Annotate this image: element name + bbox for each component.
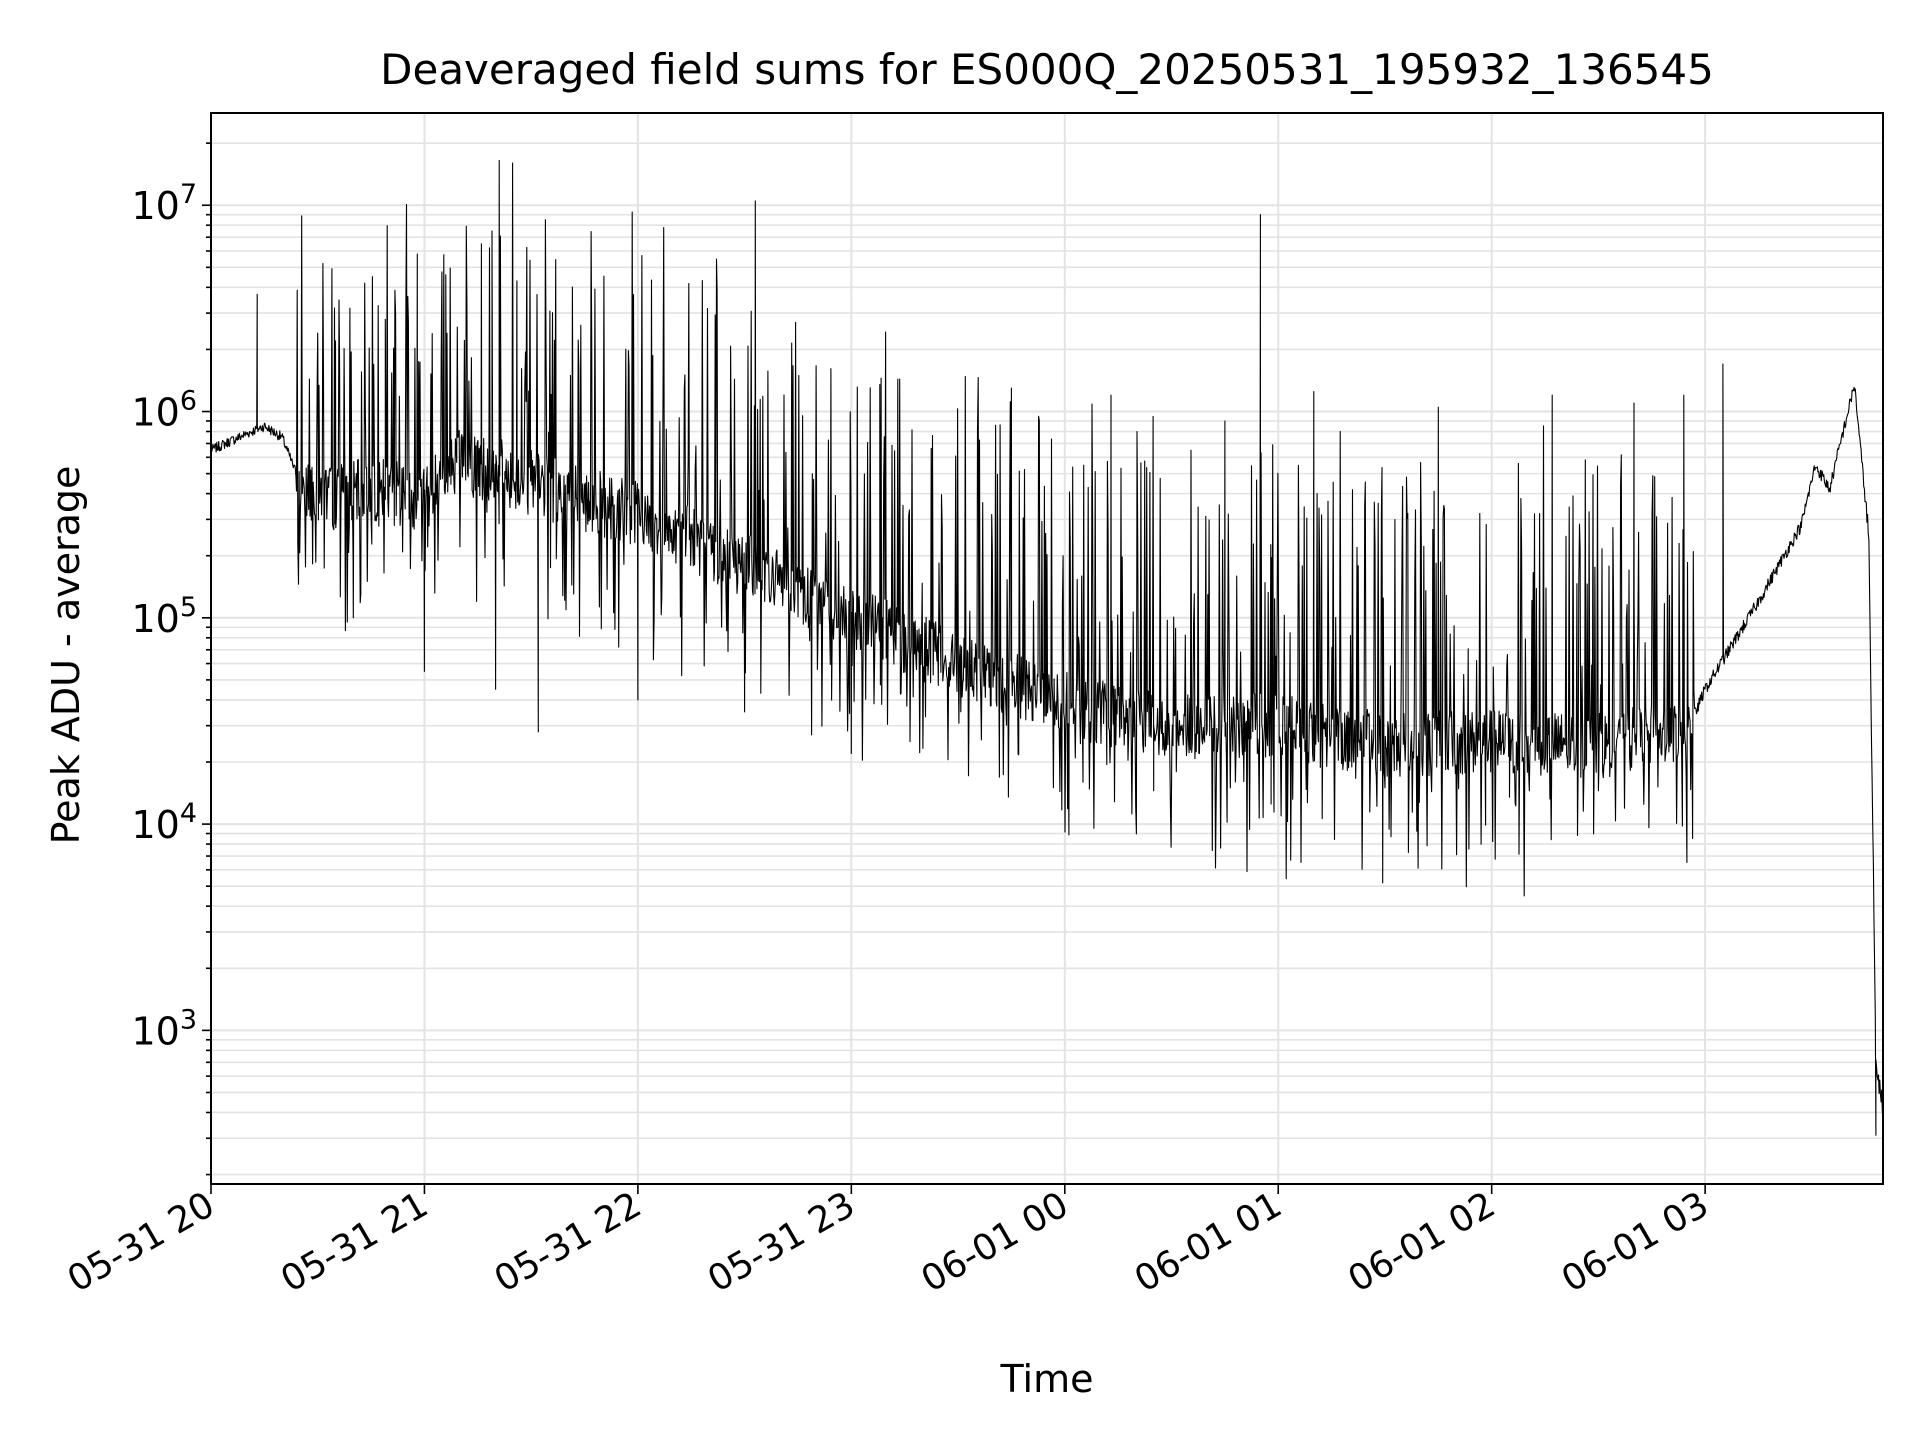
y-tick-label-base: 10 xyxy=(131,391,179,435)
y-tick-label: 105 xyxy=(131,592,197,641)
y-tick-label-exponent: 4 xyxy=(180,798,197,829)
y-tick-label-exponent: 6 xyxy=(180,386,197,417)
y-tick-label-exponent: 3 xyxy=(180,1004,197,1035)
x-axis-label: Time xyxy=(1000,1357,1094,1401)
plot-area xyxy=(210,159,1884,1136)
series-line xyxy=(210,159,1884,1136)
y-tick-label-exponent: 7 xyxy=(180,179,197,210)
y-tick-label: 106 xyxy=(131,386,197,435)
y-axis-label: Peak ADU - average xyxy=(44,466,88,845)
chart-title: Deaveraged field sums for ES000Q_2025053… xyxy=(380,45,1714,94)
y-tick-label: 107 xyxy=(131,179,197,228)
y-tick-label: 104 xyxy=(131,798,197,847)
y-tick-label-base: 10 xyxy=(131,184,179,228)
y-tick-label: 103 xyxy=(131,1004,197,1053)
y-tick-label-base: 10 xyxy=(131,1009,179,1053)
plot-frame xyxy=(210,112,1884,1185)
y-tick-label-base: 10 xyxy=(131,803,179,847)
y-tick-label-base: 10 xyxy=(131,597,179,641)
y-tick-label-exponent: 5 xyxy=(180,592,197,623)
